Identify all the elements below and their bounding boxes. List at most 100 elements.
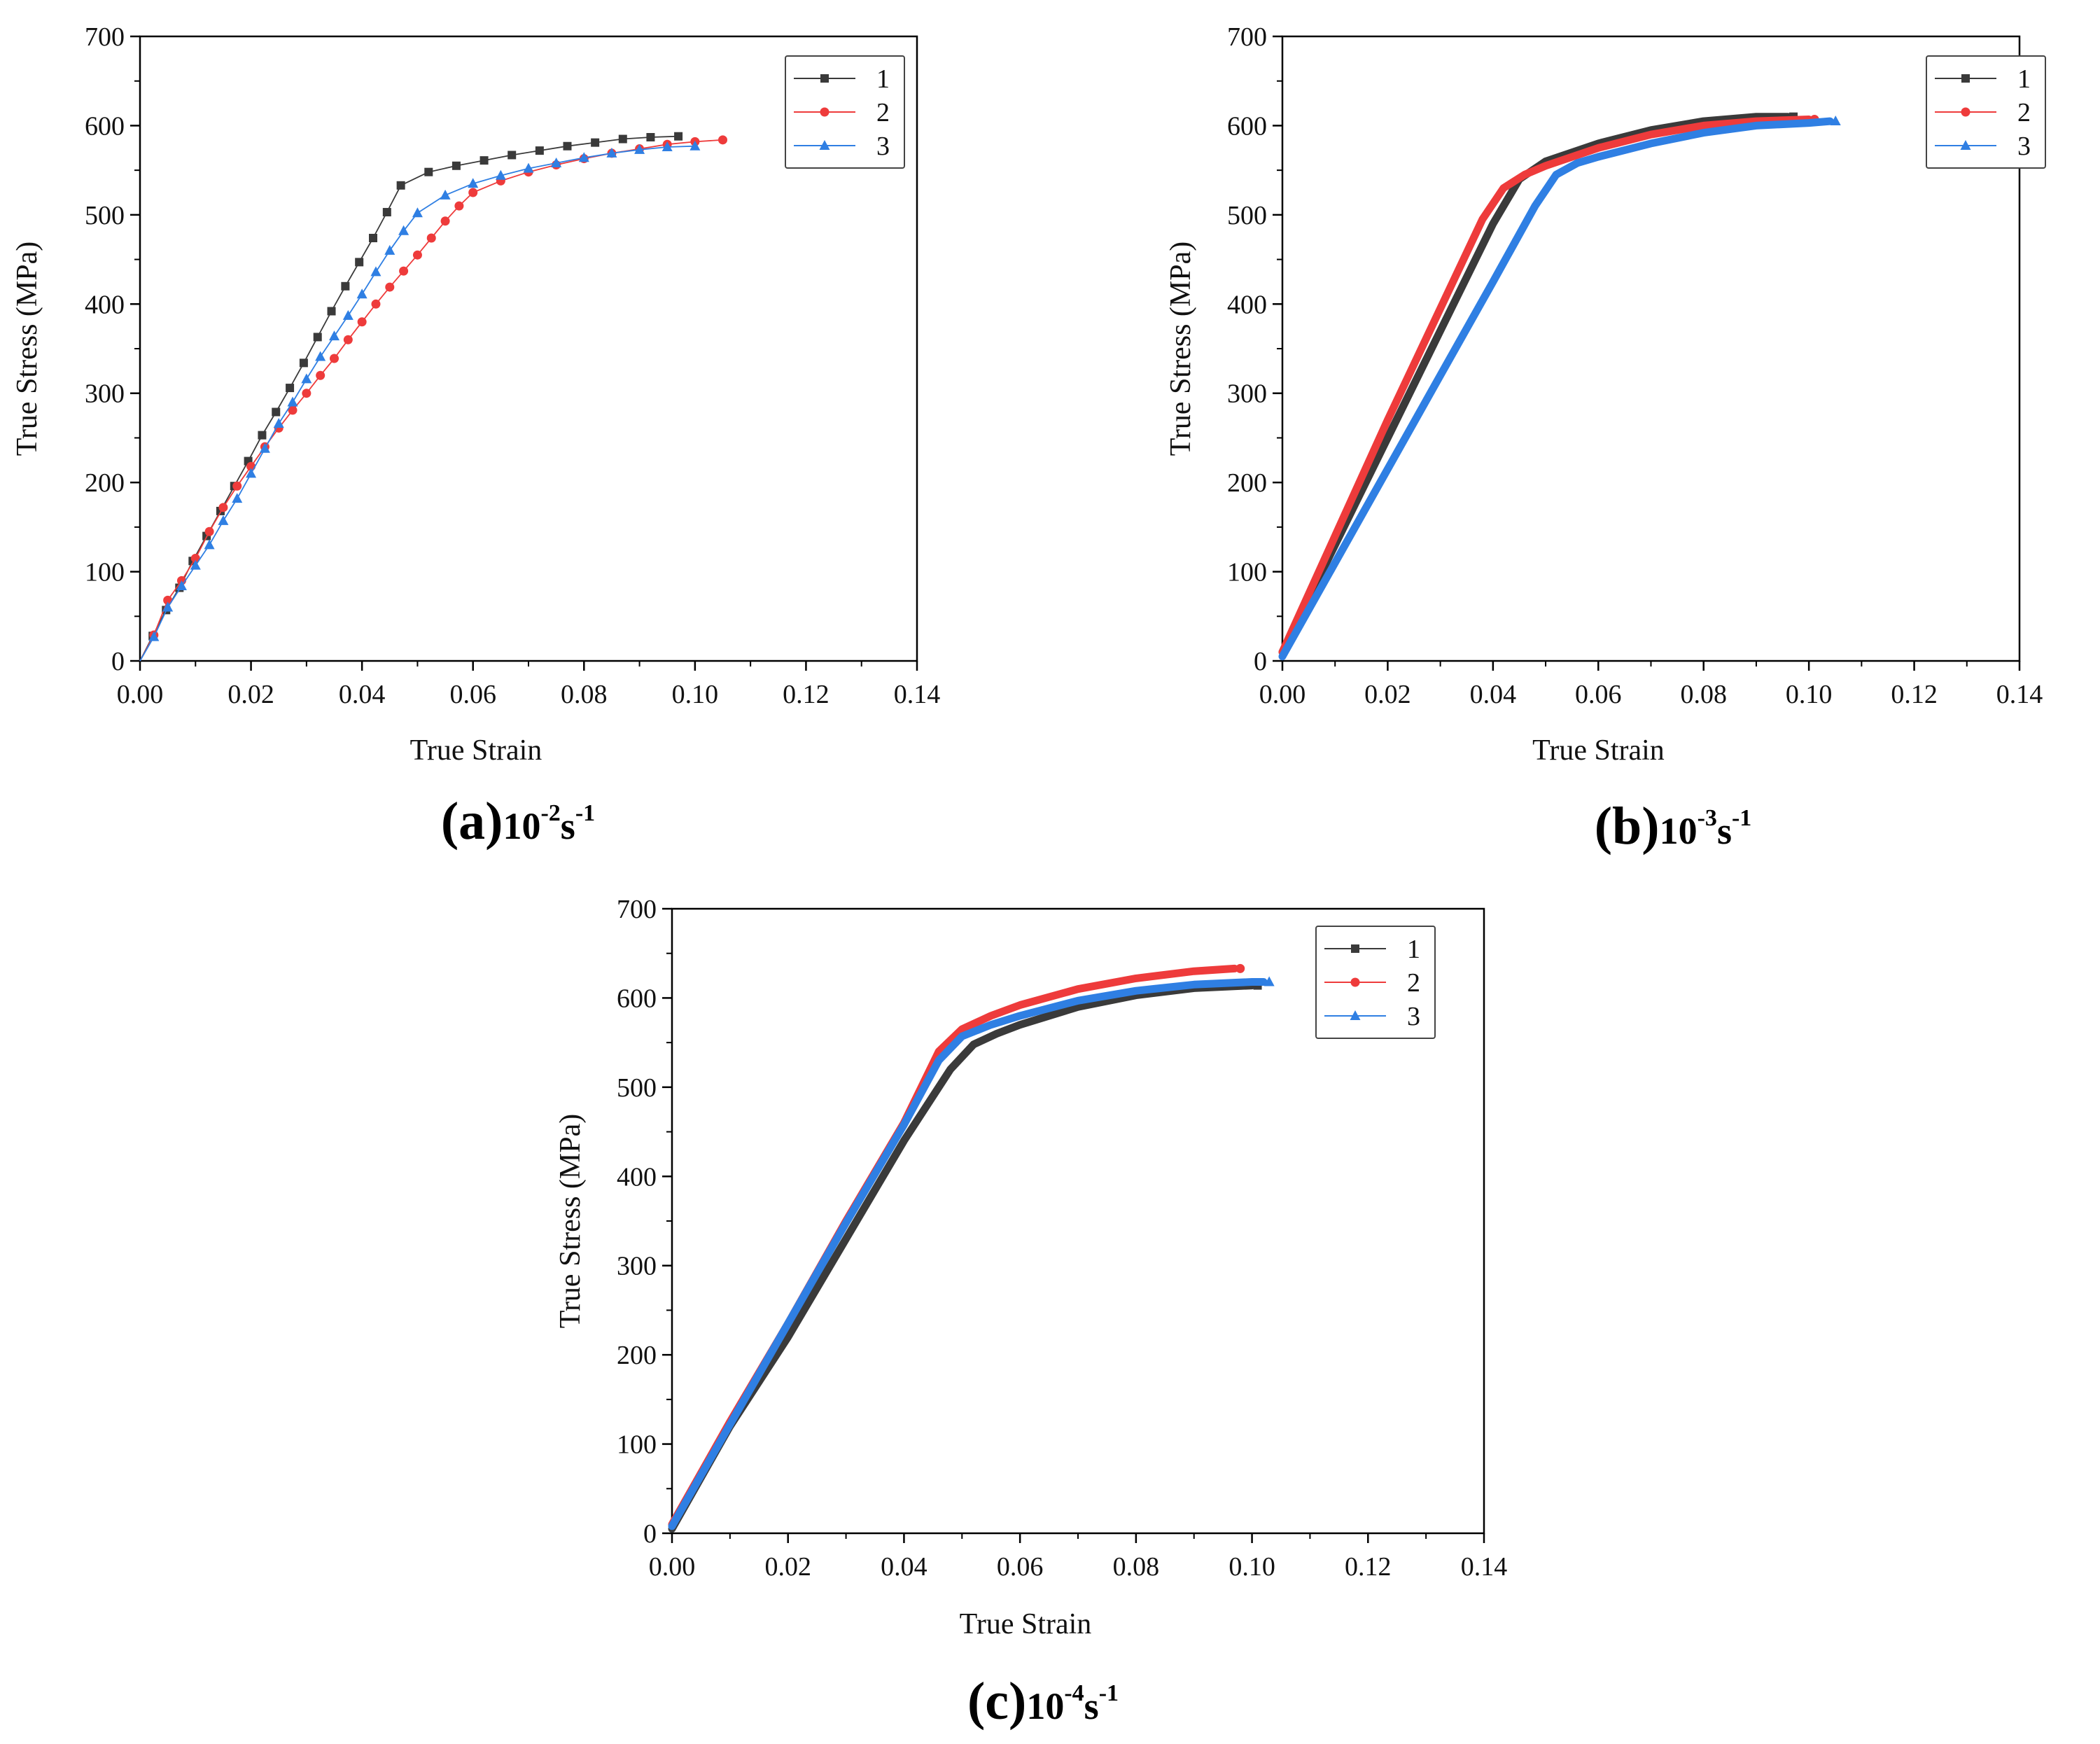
y-tick-label: 100 (617, 1430, 657, 1460)
caption-exp2: -1 (1099, 1680, 1119, 1706)
series-2 (139, 135, 727, 662)
data-point (286, 384, 295, 393)
legend-marker (820, 74, 829, 83)
data-point (440, 189, 451, 200)
data-point (330, 354, 339, 363)
y-tick-label: 200 (85, 468, 125, 498)
y-tick-label: 700 (617, 895, 657, 924)
data-point (302, 389, 312, 398)
data-point (451, 161, 461, 170)
x-axis-label: True Strain (960, 1608, 1092, 1640)
caption-unit: s (561, 805, 575, 847)
y-tick-label: 300 (617, 1252, 657, 1281)
data-point (507, 151, 517, 160)
data-point (259, 442, 270, 453)
legend-label-1: 1 (2017, 64, 2031, 94)
data-point (398, 225, 410, 235)
x-tick-label: 0.08 (561, 680, 608, 709)
series-line (668, 964, 1239, 1528)
series-line (668, 982, 1256, 1533)
caption-exp1: -4 (1064, 1680, 1084, 1706)
data-point (563, 141, 572, 151)
data-point (355, 258, 364, 267)
data-point (646, 132, 655, 141)
data-point (287, 396, 298, 407)
data-point (218, 503, 228, 512)
caption-base: 10 (503, 805, 540, 847)
legend-marker (1350, 1010, 1361, 1020)
y-axis-label: True Stress (MPa) (1165, 242, 1197, 456)
data-point (316, 370, 326, 380)
data-point (591, 138, 600, 147)
data-point (426, 233, 436, 243)
x-tick-label: 0.04 (1470, 680, 1517, 709)
series-end-marker (1830, 116, 1841, 126)
legend-label-1: 1 (1407, 935, 1420, 964)
series-2 (1278, 115, 1819, 656)
data-point (342, 309, 354, 320)
data-point (258, 431, 267, 440)
x-tick-label: 0.04 (339, 680, 386, 709)
data-point (176, 580, 187, 590)
x-tick-label: 0.06 (997, 1552, 1044, 1582)
y-tick-label: 500 (1227, 201, 1267, 230)
data-point (606, 147, 617, 158)
y-axis-label: True Stress (MPa) (554, 1114, 587, 1328)
x-tick-label: 0.10 (1786, 680, 1833, 709)
caption-unit: s (1717, 810, 1732, 852)
caption-exp1: -2 (540, 800, 560, 826)
y-tick-label: 0 (643, 1519, 657, 1549)
series-line (668, 978, 1268, 1530)
legend-label-3: 3 (2017, 132, 2031, 161)
x-tick-label: 0.00 (1259, 680, 1306, 709)
data-point (315, 351, 326, 361)
data-point (523, 162, 534, 173)
series-line (1278, 117, 1834, 661)
legend-marker (1351, 944, 1359, 953)
x-tick-label: 0.08 (1113, 1552, 1160, 1582)
x-tick-label: 0.00 (117, 680, 164, 709)
y-tick-label: 300 (1227, 379, 1267, 409)
panel-c: 0.00 0.02 0.04 0.06 0.08 0.10 0.12 0.14 0 100 200 3… (554, 895, 1507, 1731)
caption-exp1: -3 (1698, 805, 1717, 831)
data-point (718, 135, 727, 145)
data-point (288, 405, 298, 415)
data-point (272, 407, 281, 417)
series-end-marker (1236, 963, 1245, 973)
y-tick-label: 600 (1227, 111, 1267, 141)
series-line (1278, 116, 1813, 656)
data-point (356, 288, 368, 299)
panel-caption: (a)10-2s-1 (441, 792, 595, 851)
data-point (578, 152, 589, 162)
data-point (273, 418, 284, 428)
legend-marker (1960, 140, 1971, 150)
y-tick-label: 200 (617, 1341, 657, 1370)
x-tick-label: 0.02 (227, 680, 274, 709)
data-point (246, 468, 257, 478)
data-point (232, 481, 242, 491)
series-line (1278, 113, 1792, 656)
x-axis-label: True Strain (1532, 734, 1665, 767)
data-point (634, 144, 645, 154)
series-3 (1278, 116, 1841, 661)
data-point (232, 493, 243, 503)
caption-unit: s (1084, 1685, 1099, 1727)
data-point (690, 140, 701, 151)
x-tick-label: 0.06 (1575, 680, 1622, 709)
series-1 (668, 981, 1262, 1533)
y-tick-label: 100 (1227, 558, 1267, 587)
x-tick-label: 0.06 (449, 680, 496, 709)
series-3 (139, 140, 701, 662)
data-point (454, 201, 464, 211)
x-tick-label: 0.12 (1345, 1552, 1392, 1582)
x-axis-label: True Strain (410, 734, 542, 767)
data-point (148, 631, 160, 641)
data-point (313, 333, 322, 342)
legend-label-2: 2 (876, 98, 890, 127)
series-line (139, 135, 679, 662)
y-tick-label: 400 (1227, 290, 1267, 319)
data-point (204, 526, 214, 536)
data-point (384, 244, 396, 255)
data-point (662, 141, 673, 152)
data-point (495, 169, 506, 180)
